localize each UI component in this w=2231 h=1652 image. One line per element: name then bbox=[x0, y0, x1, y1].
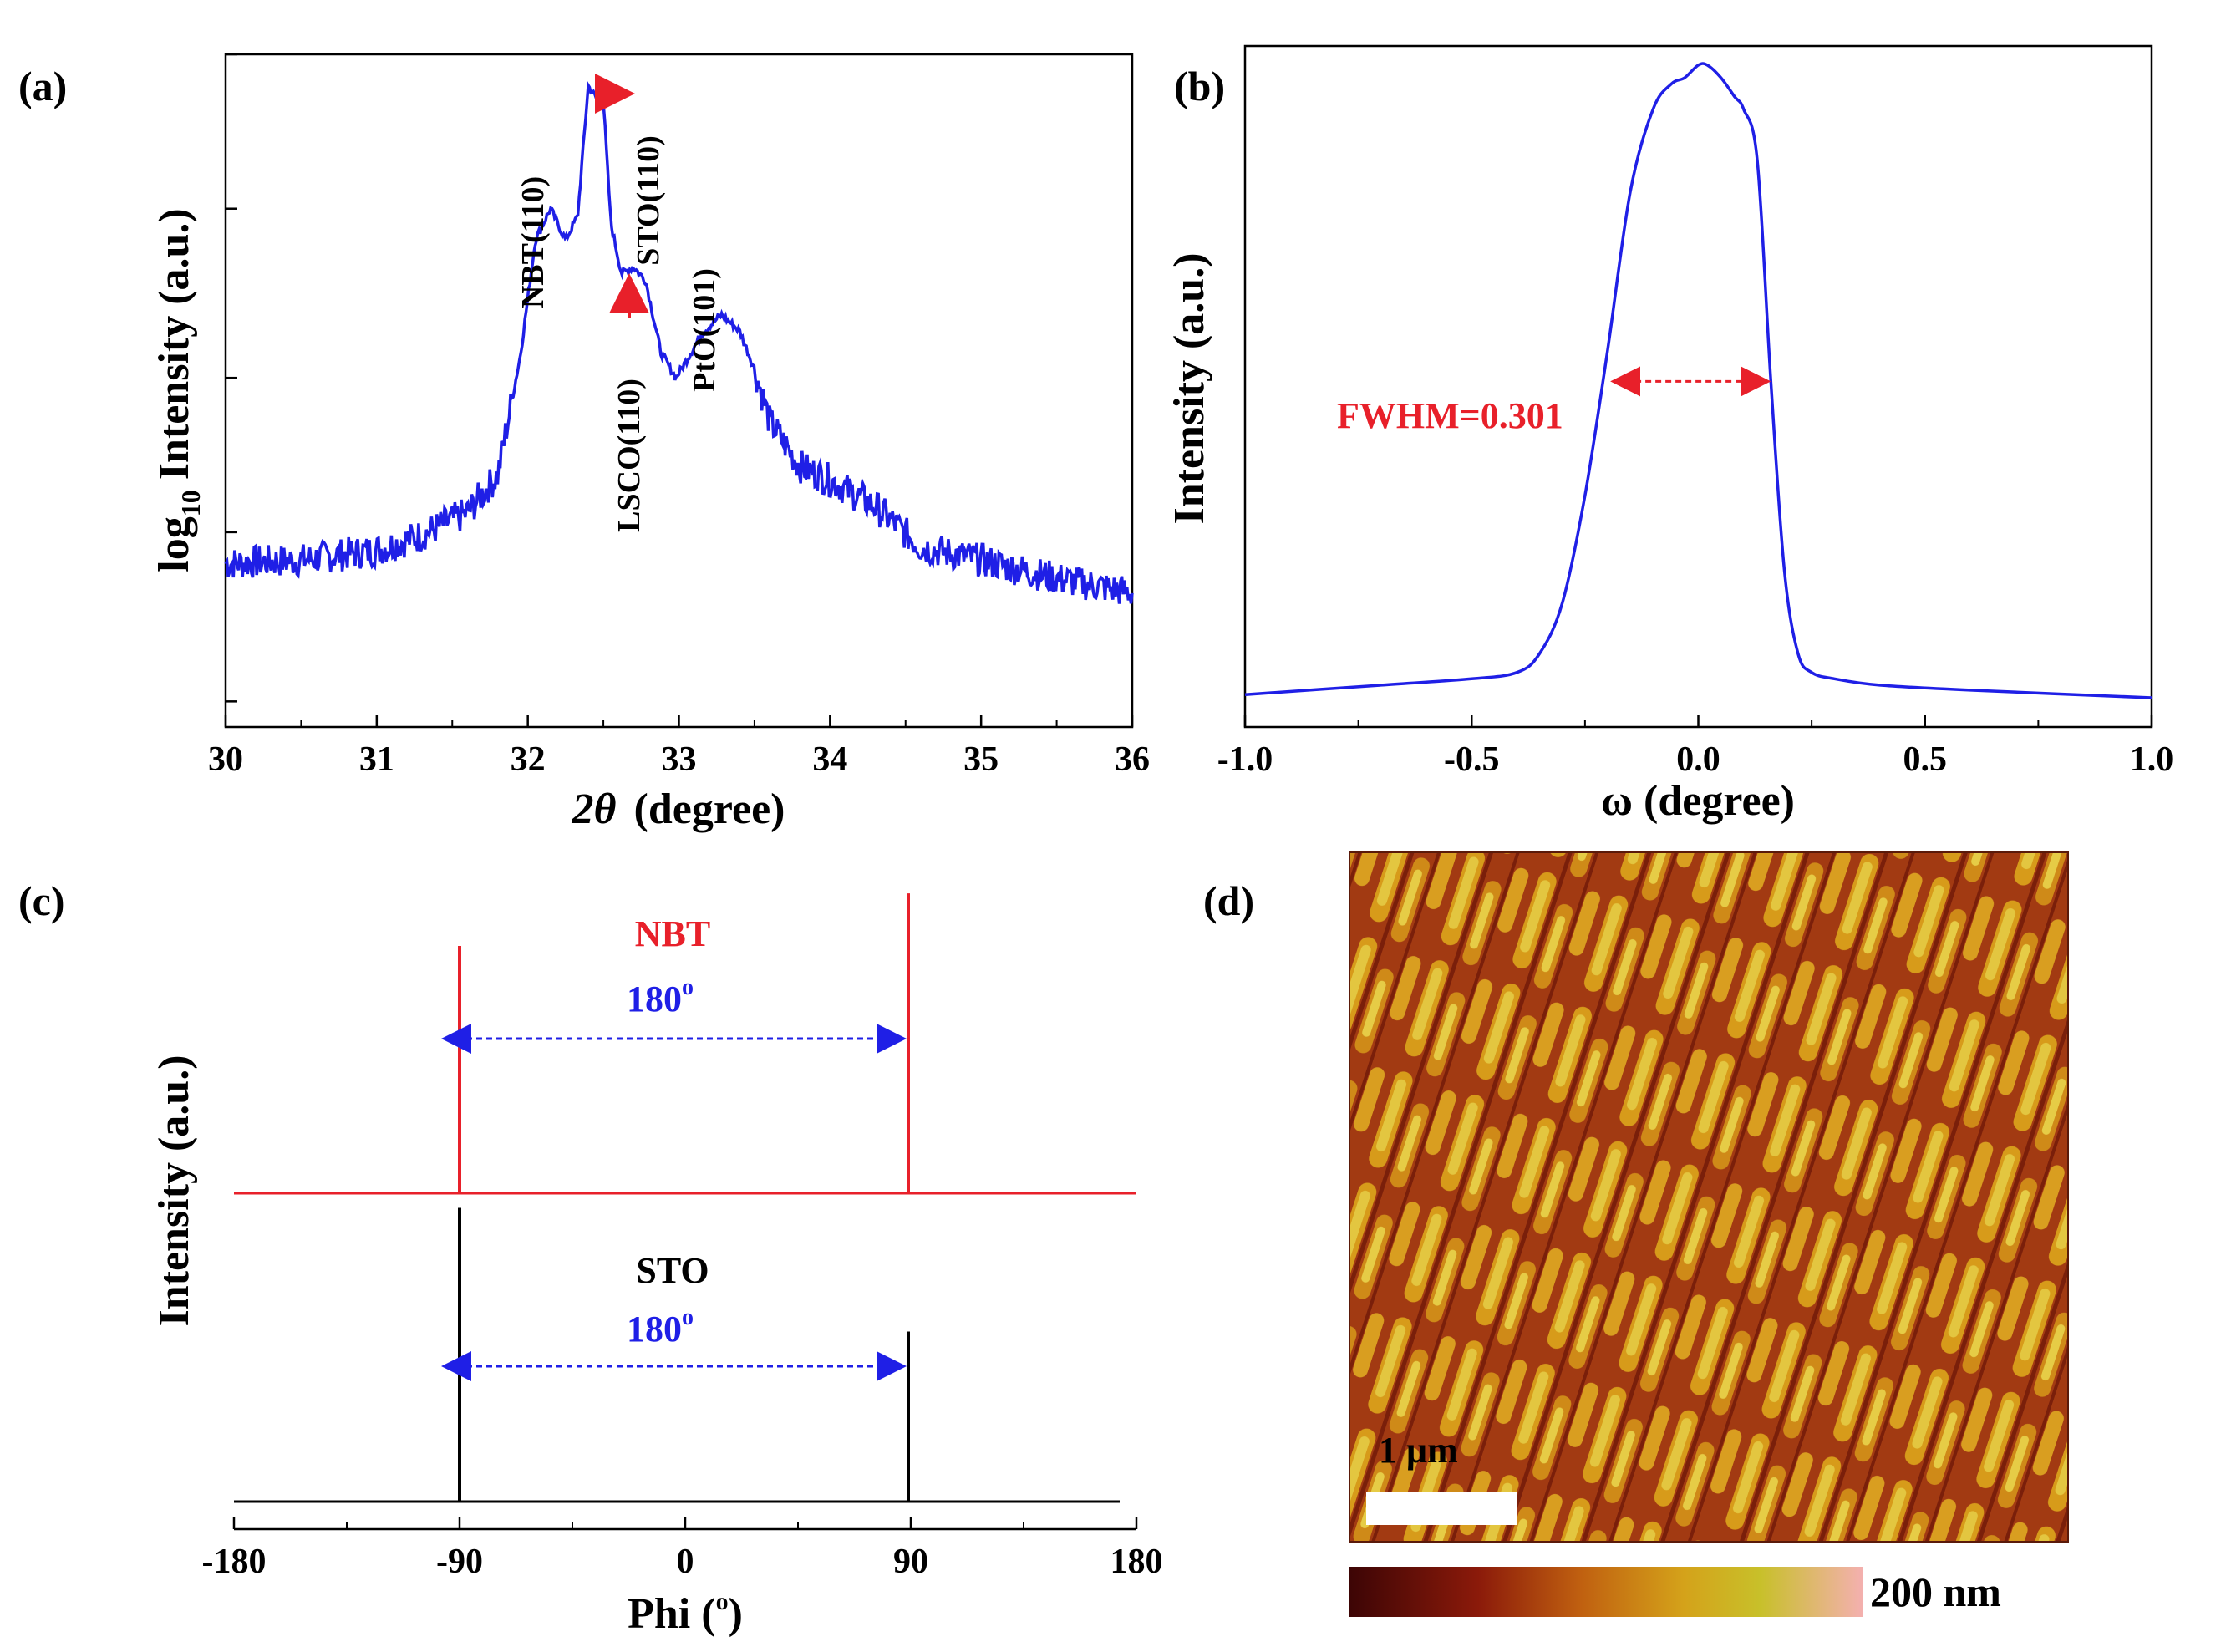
chart-c-xaxis: -180 -90 0 90 180 bbox=[202, 1517, 1163, 1581]
chart-a-xtick-label: 30 bbox=[208, 740, 243, 779]
chart-a-frame bbox=[224, 53, 1134, 729]
chart-b-ylabel: Intensity (a.u.) bbox=[1166, 252, 1213, 524]
panel-b-label: (b) bbox=[1174, 63, 1225, 109]
chart-a-peak-label: PtO(101) bbox=[687, 268, 722, 392]
afm-scale-bar-label: 1 μm bbox=[1379, 1430, 1458, 1471]
afm-scale-bar bbox=[1366, 1492, 1517, 1525]
afm-colorbar bbox=[1349, 1567, 1863, 1617]
chart-b-series-line bbox=[1244, 62, 2152, 699]
chart-b-xticks: -1.0 -0.5 0.0 0.5 1.0 bbox=[1217, 715, 2174, 779]
chart-c-xtick-label: -180 bbox=[202, 1543, 267, 1581]
chart-b-xtick-label: 1.0 bbox=[2130, 740, 2174, 779]
chart-a-xtick-label: 36 bbox=[1115, 740, 1150, 779]
chart-a-xtick-label: 31 bbox=[359, 740, 394, 779]
chart-b-frame bbox=[1243, 44, 2153, 729]
chart-c-xtick-label: 90 bbox=[893, 1543, 928, 1581]
chart-a: 30 31 32 33 34 35 36 NBT(110) STO(110) LSCO(110)… bbox=[150, 53, 1150, 833]
chart-a-series-line bbox=[224, 80, 1134, 604]
chart-a-xlabel-symbol: 2θ bbox=[572, 785, 617, 833]
chart-c-xlabel: Phi (o) bbox=[628, 1588, 743, 1638]
panel-a-label: (a) bbox=[18, 63, 67, 109]
chart-a-xtick-label: 35 bbox=[963, 740, 999, 779]
chart-a-xticks: 30 31 32 33 34 35 36 bbox=[208, 715, 1150, 779]
afm-image-panel: 1 μm 200 nm bbox=[1349, 851, 2069, 1617]
chart-a-peak-label: LSCO(110) bbox=[612, 379, 647, 532]
chart-c-xtick-label: -90 bbox=[436, 1543, 483, 1581]
chart-a-xtick-label: 33 bbox=[662, 740, 697, 779]
chart-b-xtick-label: 0.5 bbox=[1903, 740, 1948, 779]
chart-b-fwhm-label: FWHM=0.301 bbox=[1337, 395, 1563, 436]
chart-b-xtick-label: 0.0 bbox=[1676, 740, 1720, 779]
chart-c-span-label: 180o bbox=[627, 1304, 694, 1350]
chart-c-xtick-label: 0 bbox=[677, 1543, 694, 1581]
chart-c-xlabel-close: ) bbox=[729, 1590, 743, 1638]
chart-a-ylabel-sub: 10 bbox=[175, 490, 206, 516]
chart-a-ylabel: log10 Intensity (a.u.) bbox=[150, 208, 206, 572]
chart-a-xtick-label: 34 bbox=[812, 740, 847, 779]
chart-c-xlabel-text: Phi ( bbox=[628, 1590, 715, 1638]
chart-c-xtick-label: 180 bbox=[1110, 1543, 1163, 1581]
chart-a-xtick-label: 32 bbox=[511, 740, 546, 779]
afm-colorbar-label: 200 nm bbox=[1870, 1568, 2001, 1615]
chart-a-ylabel-rest: Intensity (a.u.) bbox=[150, 208, 198, 480]
chart-b-xlabel: ω (degree) bbox=[1601, 777, 1795, 825]
chart-b-xtick-label: -1.0 bbox=[1217, 740, 1273, 779]
afm-image bbox=[1349, 852, 2068, 1542]
chart-a-xlabel: 2θ (degree) bbox=[572, 785, 785, 833]
chart-c-xlabel-sup: o bbox=[716, 1588, 729, 1615]
chart-a-ylabel-prefix: log bbox=[150, 516, 198, 572]
panel-c-label: (c) bbox=[18, 877, 65, 924]
chart-c-ylabel: Intensity (a.u.) bbox=[150, 1055, 198, 1326]
afm-image-border bbox=[1349, 851, 2069, 1543]
chart-a-xlabel-text: (degree) bbox=[634, 785, 785, 833]
chart-c-sto-label: STO bbox=[636, 1250, 709, 1291]
chart-c: -180 -90 0 90 180 180o 180o NBT STO Phi (o) I… bbox=[150, 893, 1163, 1638]
panel-d-label: (d) bbox=[1203, 877, 1254, 924]
chart-b: -1.0 -0.5 0.0 0.5 1.0 FWHM=0.301 ω (degree) … bbox=[1166, 44, 2174, 825]
chart-a-peak-label: NBT(110) bbox=[516, 176, 551, 308]
chart-a-peak-label: STO(110) bbox=[631, 135, 666, 266]
chart-b-xtick-label: -0.5 bbox=[1444, 740, 1500, 779]
chart-c-span-label: 180o bbox=[627, 974, 694, 1019]
chart-c-nbt-label: NBT bbox=[635, 913, 710, 954]
chart-a-yticks bbox=[226, 53, 237, 703]
